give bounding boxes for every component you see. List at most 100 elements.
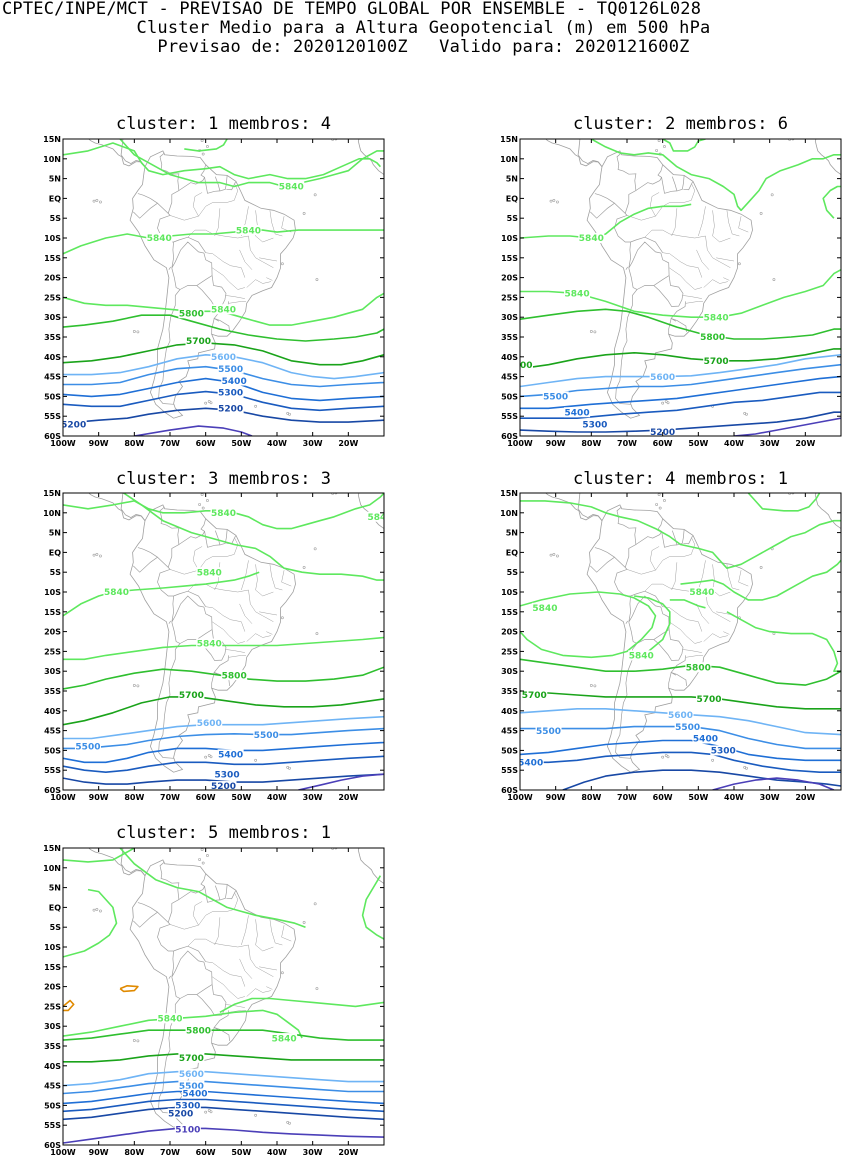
lat-tick-label: 5S [50, 214, 62, 223]
contour-5840 [123, 493, 384, 581]
lon-tick-label: 50W [688, 793, 708, 802]
label-bg [185, 335, 212, 346]
contour-5840 [63, 1009, 303, 1039]
island [200, 139, 204, 142]
map-frame [519, 138, 842, 437]
lon-tick-label: 50W [231, 793, 251, 802]
country-border [676, 175, 685, 192]
country-border [137, 902, 158, 913]
state-border [726, 210, 740, 237]
contour-5400 [63, 741, 384, 764]
country-border [635, 164, 664, 191]
label-bg [157, 1013, 183, 1024]
label-bg [685, 662, 712, 673]
state-border [233, 893, 239, 910]
lon-tick-label: 100W [50, 439, 76, 448]
country-border [178, 873, 207, 900]
contour-label: 5600 [668, 711, 693, 721]
lat-tick-label: 45S [44, 1082, 61, 1091]
state-border [281, 216, 292, 233]
contour-label: 5500 [179, 1082, 204, 1092]
island [315, 278, 319, 281]
contour-5840 [184, 139, 228, 152]
lat-tick-label: 10S [44, 234, 61, 243]
state-border [169, 909, 235, 930]
map-frame [62, 847, 385, 1146]
lon-tick-label: 90W [89, 439, 109, 448]
state-border [266, 986, 273, 990]
island [206, 145, 209, 148]
contour-label: 5840 [211, 305, 236, 315]
country-border [171, 950, 213, 999]
label-bg [535, 725, 562, 736]
contour-label: 5840 [236, 226, 261, 236]
map-panel: cluster: 5 membros: 1 5840 5840 5800 5700 560… [43, 823, 385, 1157]
label-bg [74, 741, 101, 752]
lat-tick-label: 20S [501, 628, 518, 637]
state-border [626, 554, 692, 575]
label-bg [178, 1080, 205, 1091]
label-bg [196, 567, 223, 578]
country-border [178, 164, 207, 191]
lon-tick-label: 60W [196, 439, 216, 448]
lat-tick-label: EQ [506, 548, 518, 557]
state-border [662, 252, 703, 278]
label-bg [210, 351, 237, 362]
contour-5300 [520, 751, 841, 773]
label-bg [103, 587, 130, 597]
contour-label: 5600 [650, 373, 675, 383]
contour-label: 5800 [186, 1026, 211, 1036]
country-border [226, 890, 236, 900]
label-bg [564, 407, 591, 418]
island [288, 1121, 291, 1125]
coastline [814, 139, 841, 176]
island [745, 766, 748, 770]
country-border [171, 241, 213, 290]
contour-label: 5800 [686, 663, 711, 673]
country-border [171, 595, 213, 644]
lon-tick-label: 100W [507, 793, 533, 802]
coastline [120, 848, 146, 876]
lon-tick-label: 40W [267, 439, 287, 448]
lat-tick-label: 20S [44, 983, 61, 992]
country-border [204, 176, 221, 194]
lat-tick-label: 10S [501, 588, 518, 597]
contour-5100 [733, 417, 841, 436]
state-border [671, 562, 678, 591]
contour-5600 [63, 1070, 384, 1087]
contour-5800 [63, 314, 384, 342]
contour-5840 [747, 493, 821, 512]
island [794, 133, 796, 135]
contour-5840 [63, 142, 381, 180]
island [198, 858, 202, 861]
contour-label: 5600 [211, 353, 236, 363]
country-border [204, 885, 221, 903]
state-border [255, 919, 274, 952]
state-border [685, 301, 703, 304]
label-bg [217, 363, 244, 374]
island [737, 262, 741, 266]
lon-tick-label: 80W [124, 1148, 144, 1157]
country-border [196, 984, 227, 1016]
lon-tick-label: 60W [196, 793, 216, 802]
island [92, 553, 96, 557]
lat-tick-label: 40S [44, 353, 61, 362]
state-border [187, 938, 249, 948]
lat-tick-label: 30S [44, 667, 61, 676]
island [556, 200, 559, 204]
island [99, 200, 102, 204]
lat-tick-label: 25S [501, 647, 518, 656]
label-bg [210, 304, 237, 315]
state-border [738, 216, 749, 233]
island [337, 842, 339, 844]
contour-label: 5700 [179, 691, 204, 701]
country-border [590, 556, 631, 597]
island [99, 554, 102, 558]
lat-tick-label: 15N [500, 489, 518, 498]
island [200, 845, 202, 847]
contour-label: 5700 [697, 695, 722, 705]
lat-tick-label: 50S [44, 392, 61, 401]
state-border [228, 301, 246, 304]
label-bg [699, 332, 726, 342]
